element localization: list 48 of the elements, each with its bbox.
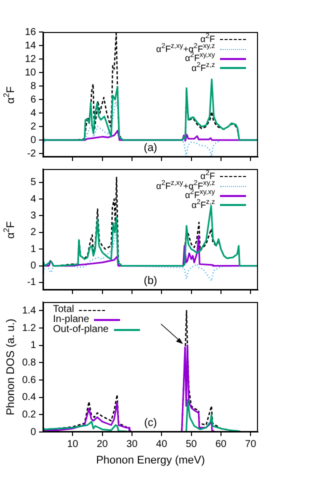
y-axis-title: Phonon DOS (a. u.) (5, 318, 17, 416)
x-tick-label: 50 (186, 438, 198, 450)
y-tick-label: -2 (27, 148, 36, 160)
y-tick-label: 1 (30, 340, 36, 352)
legend-label: α$^{2}$F$^{z,z}$ (190, 198, 215, 210)
legend-label: Total (53, 304, 74, 315)
y-tick-label: 2 (30, 121, 36, 132)
y-tick-label: 1.2 (22, 322, 36, 334)
y-tick-label: 6 (30, 94, 36, 106)
legend-label: α$^{2}$F$^{z,xy}$+α$^{2}$F$^{xy,z}$ (156, 42, 215, 54)
y-tick-label: 0.2 (22, 409, 36, 420)
x-axis-title: Phonon Energy (meV) (96, 454, 205, 466)
y-tick-label: 0 (30, 260, 36, 272)
legend-label: In-plane (53, 314, 90, 325)
legend-label: α$^{2}$F$^{xy,xy}$ (184, 52, 215, 63)
y-tick-label: 0 (30, 426, 36, 438)
legend-label: α$^{2}$F (200, 170, 215, 181)
y-tick-label: 0 (30, 134, 36, 146)
x-tick-label: 30 (126, 438, 138, 450)
y-tick-label: 14 (24, 40, 36, 52)
legend-label: α$^{2}$F$^{z,z}$ (190, 62, 215, 73)
y-tick-label: 4 (30, 108, 36, 119)
y-tick-label: 0.6 (22, 374, 36, 386)
y-tick-label: 4 (30, 194, 36, 205)
y-tick-label: -1 (27, 277, 36, 288)
annotation: (c) (144, 417, 157, 430)
legend-label: α$^{2}$F (200, 33, 215, 44)
x-tick-label: 40 (156, 438, 168, 450)
legend-label: α$^{2}$F$^{xy,xy}$ (184, 189, 215, 200)
annotation: (a) (144, 142, 158, 154)
y-tick-label: 1 (30, 244, 36, 255)
y-tick-label: 0.4 (22, 392, 36, 404)
y-tick-label: 16 (24, 26, 36, 38)
x-tick-label: 60 (215, 438, 227, 450)
x-tick-label: 20 (96, 438, 108, 450)
y-tick-label: 10 (24, 67, 36, 78)
y-tick-label: 3 (30, 210, 36, 222)
x-tick-label: 70 (245, 438, 257, 450)
y-tick-label: 2 (30, 227, 36, 238)
y-tick-label: 12 (24, 54, 36, 65)
x-tick-label: 10 (67, 438, 79, 450)
y-tick-label: 1.4 (22, 305, 36, 316)
y-tick-label: 0.8 (22, 357, 36, 368)
legend-label: Out-of-plane (53, 324, 109, 335)
annotation: (b) (144, 275, 158, 288)
legend-label: α$^{2}$F$^{z,xy}$+α$^{2}$F$^{xy,z}$ (156, 180, 215, 190)
y-tick-label: 5 (30, 177, 36, 188)
y-tick-label: 8 (30, 80, 36, 92)
